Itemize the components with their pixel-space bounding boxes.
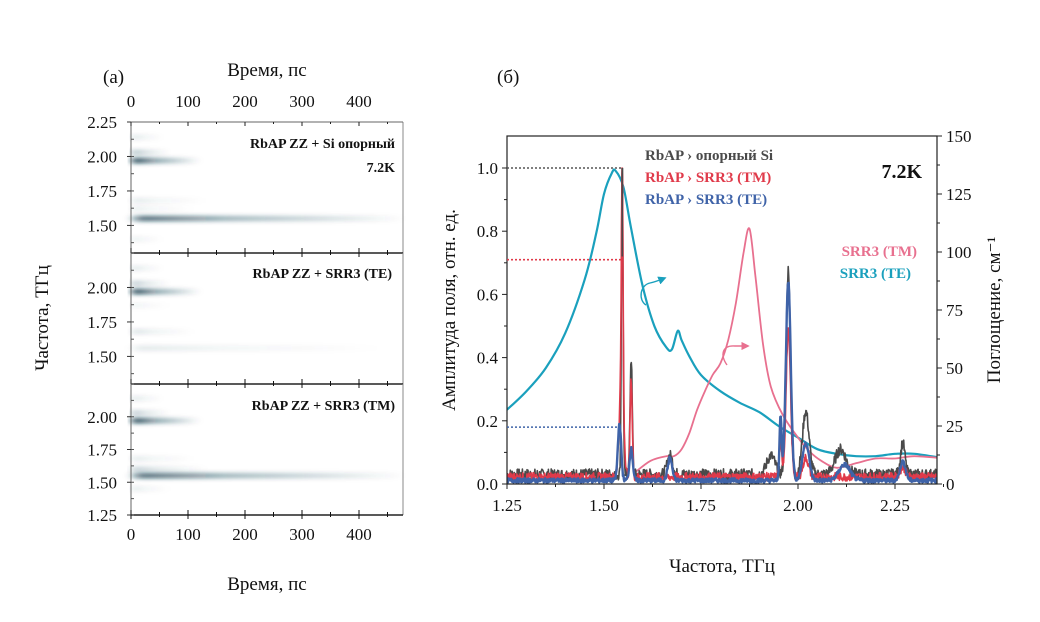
top-x-tick-label: 400 [346, 92, 372, 111]
x-tick-label: 2.25 [880, 496, 910, 515]
bottom-x-tick-label: 0 [127, 525, 136, 544]
y-tick-label: 1.0 [477, 159, 498, 178]
top-x-tick-label: 300 [289, 92, 315, 111]
panel-a-ylabel: Частота, ТГц [32, 265, 53, 371]
panel-a-top-xlabel: Время, пс [227, 60, 306, 81]
x-tick-label: 1.75 [686, 496, 716, 515]
top-x-tick-label: 0 [127, 92, 136, 111]
bottom-x-tick-label: 400 [346, 525, 372, 544]
plot-frame [506, 135, 938, 485]
legend-item-1: RbAP › SRR3 (TM) [645, 170, 771, 186]
heatmap-band [131, 198, 207, 204]
legend-item-0: RbAP › опорный Si [645, 148, 773, 164]
heatmap-band [131, 149, 169, 155]
y-tick-label: 1.75 [87, 182, 117, 201]
heatmap-band [131, 345, 382, 351]
subplot-1-annotation: 7.2K [367, 161, 396, 176]
heatmap-band [131, 486, 169, 492]
subplot-1-label: RbAP ZZ + Si опорный [250, 137, 395, 152]
y2-tick-label: 25 [946, 417, 963, 436]
y2-tick-label: 75 [946, 301, 963, 320]
y-tick-label: 1.50 [87, 216, 117, 235]
series-srr3-te- [507, 168, 937, 459]
series-srr3-tm-sample [507, 167, 937, 482]
heatmap-band [131, 395, 163, 401]
y-tick-label: 2.00 [87, 147, 117, 166]
series-reference-si [507, 167, 937, 481]
bottom-x-tick-label: 100 [175, 525, 201, 544]
panel-a-label: (a) [103, 67, 124, 88]
heatmap-band [131, 418, 200, 424]
heatmap-band [131, 473, 405, 479]
y-tick-label: 1.50 [87, 347, 117, 366]
y-tick-label: 0.0 [477, 475, 498, 494]
legend2-item-1: SRR3 (TE) [840, 266, 911, 282]
panel-b-annotation: 7.2K [881, 161, 922, 183]
y-tick-label: 1.50 [87, 473, 117, 492]
y2-tick-label: 125 [946, 185, 972, 204]
x-tick-label: 1.25 [492, 496, 522, 515]
subplot-3-label: RbAP ZZ + SRR3 (TM) [252, 399, 396, 414]
bottom-x-tick-label: 200 [232, 525, 258, 544]
heatmap-band [131, 289, 200, 295]
heatmap-band [131, 134, 163, 140]
panel-b-xlabel: Частота, ТГц [669, 556, 775, 577]
heatmap-band [131, 466, 207, 472]
heatmap-band [131, 302, 169, 308]
heatmap-band [131, 329, 194, 335]
y-tick-label: 2.00 [87, 278, 117, 297]
y-tick-label: 2.25 [87, 113, 117, 132]
panel-a: (a) Время, пс Время, пс Частота, ТГц 1.5… [32, 60, 405, 595]
y-tick-label: 1.75 [87, 313, 117, 332]
heatmap-band [131, 216, 405, 222]
heatmap-band [131, 206, 194, 212]
heatmap-band [131, 280, 169, 286]
heatmap-band [131, 236, 163, 242]
y2-tick-label: 100 [946, 243, 972, 262]
y-tick-label: 1.75 [87, 441, 117, 460]
panel-b: (б) 0.0 0.2 0.4 0.6 0.8 1.0 0 25 50 75 100 125 150 1.… [439, 67, 1005, 577]
heatmap-band [131, 410, 169, 416]
te-right-axis-arrow [640, 276, 667, 306]
top-x-tick-label: 200 [232, 92, 258, 111]
heatmap-band [131, 265, 163, 271]
y-tick-label: 0.6 [477, 285, 498, 304]
panel-b-label: (б) [497, 67, 519, 88]
legend-item-2: RbAP › SRR3 (TE) [645, 192, 767, 208]
top-x-tick-label: 100 [175, 92, 201, 111]
x-tick-label: 2.00 [783, 496, 813, 515]
series-srr3-te-sample [507, 281, 937, 484]
subplot-2-label: RbAP ZZ + SRR3 (TE) [253, 267, 393, 282]
y-tick-label: 2.00 [87, 408, 117, 427]
x-tick-label: 1.50 [589, 496, 619, 515]
bottom-x-tick-label: 300 [289, 525, 315, 544]
heatmap-band [131, 456, 194, 462]
legend2-item-0: SRR3 (TM) [842, 244, 917, 260]
y-tick-label: 0.4 [477, 349, 499, 368]
y2-tick-label: 0 [946, 475, 955, 494]
heatmap-subplot-3 [131, 395, 405, 492]
y2-tick-label: 150 [946, 127, 972, 146]
series-srr3-tm- [634, 227, 937, 474]
y-tick-label: 1.25 [87, 506, 117, 525]
panel-b-ylabel: Амплитуда поля, отн. ед. [439, 209, 460, 411]
heatmap-subplot-1 [131, 134, 405, 242]
y-tick-label: 0.8 [477, 222, 498, 241]
heatmap-subplot-2 [131, 265, 382, 351]
y2-tick-label: 50 [946, 359, 963, 378]
panel-a-bottom-xlabel: Время, пс [227, 574, 306, 595]
y-tick-label: 0.2 [477, 412, 498, 431]
tm-right-axis-arrow [722, 341, 750, 366]
panel-b-y2label: Поглощение, см⁻¹ [984, 236, 1005, 383]
heatmap-band [131, 158, 200, 164]
